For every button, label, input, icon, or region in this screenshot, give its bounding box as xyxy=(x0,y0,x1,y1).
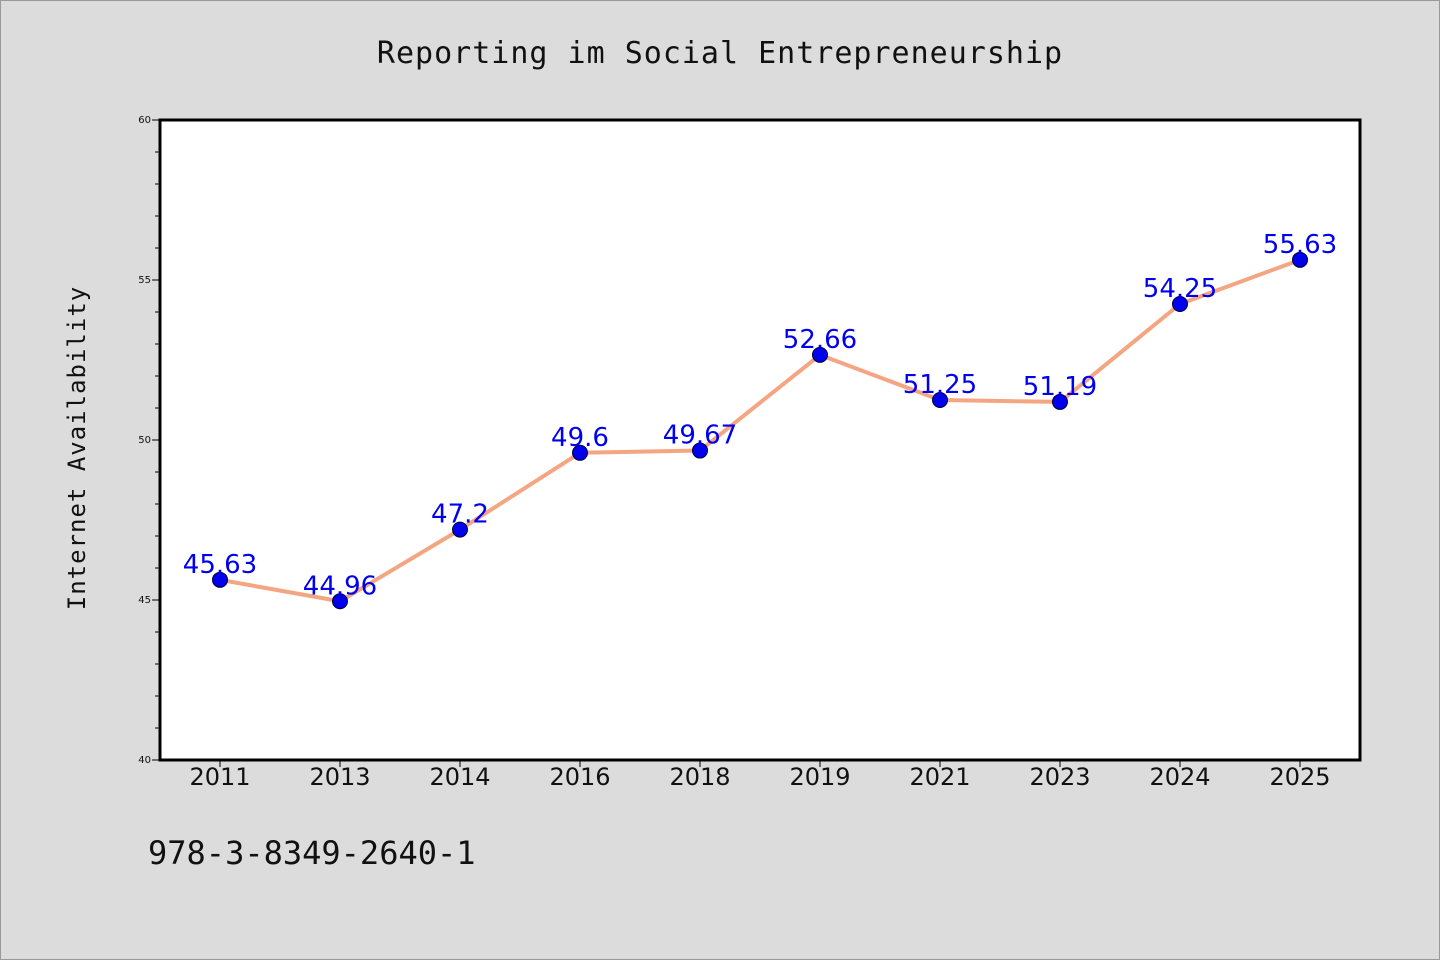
data-label: 45.63 xyxy=(183,550,257,580)
data-point xyxy=(572,444,588,461)
footnote-isbn: 978-3-8349-2640-1 xyxy=(148,834,476,872)
x-tick-label: 2025 xyxy=(1269,763,1330,791)
data-point xyxy=(692,442,708,459)
x-tick-label: 2021 xyxy=(909,763,970,791)
data-label: 51.19 xyxy=(1023,372,1097,402)
data-point xyxy=(212,571,228,588)
y-tick-label: 55 xyxy=(138,275,151,286)
y-tick-label: 45 xyxy=(138,595,151,606)
series-line-group xyxy=(219,257,1301,604)
x-tick-label: 2011 xyxy=(189,763,250,791)
data-label: 49.6 xyxy=(551,423,609,453)
plot-area xyxy=(158,118,1362,762)
x-tick-label: 2024 xyxy=(1149,763,1210,791)
y-tick-label: 50 xyxy=(138,435,151,446)
x-tick-label: 2023 xyxy=(1029,763,1090,791)
data-point xyxy=(812,346,828,363)
y-tick-label: 40 xyxy=(138,755,151,766)
y-axis-label: Internet Availability xyxy=(63,286,91,610)
data-label: 54.25 xyxy=(1143,274,1217,304)
x-axis: 2011 2013 2014 2016 2018 2019 2021 2023 2024 2025 xyxy=(189,760,1331,791)
data-label-group: 45.63 44.96 47.2 49.6 49.67 52.66 51.25 51.19 54… xyxy=(183,230,1337,601)
data-label: 51.25 xyxy=(903,370,977,400)
marker-group xyxy=(212,251,1308,610)
data-label: 47.2 xyxy=(431,500,489,530)
data-point xyxy=(932,392,948,408)
data-point xyxy=(1292,251,1308,268)
x-tick-label: 2014 xyxy=(429,763,490,791)
chart-title: Reporting im Social Entrepreneurship xyxy=(377,36,1063,71)
series-line xyxy=(219,257,1301,604)
y-axis: 40 45 50 55 60 xyxy=(138,115,160,766)
x-tick-label: 2013 xyxy=(309,763,370,791)
data-point xyxy=(452,521,468,538)
data-label: 44.96 xyxy=(303,571,377,601)
data-label: 49.67 xyxy=(663,421,737,451)
data-label: 52.66 xyxy=(783,325,857,355)
x-tick-label: 2019 xyxy=(789,763,850,791)
y-tick-label: 60 xyxy=(138,115,151,126)
data-point xyxy=(1172,296,1188,312)
x-tick-label: 2018 xyxy=(669,763,730,791)
x-tick-label: 2016 xyxy=(549,763,610,791)
data-point xyxy=(332,593,348,610)
data-label: 55.63 xyxy=(1263,230,1337,260)
data-point xyxy=(1052,393,1068,410)
